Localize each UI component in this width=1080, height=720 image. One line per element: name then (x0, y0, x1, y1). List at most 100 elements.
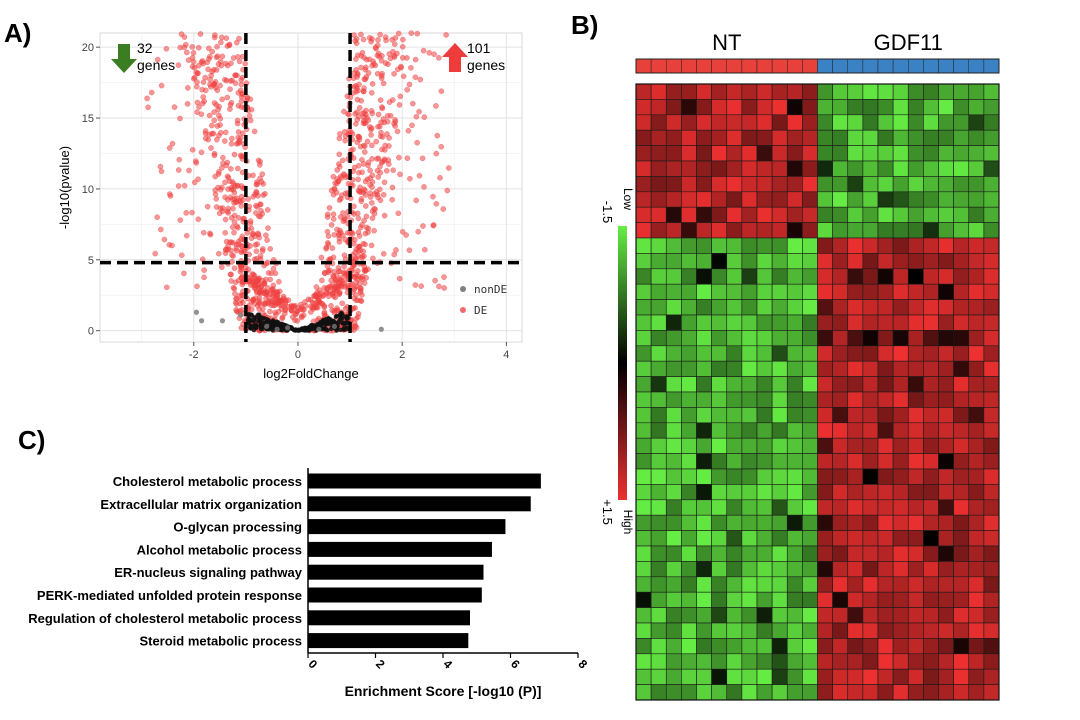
heatmap-cell (938, 530, 954, 547)
heatmap-cell (847, 668, 864, 685)
heatmap-cell (726, 607, 743, 624)
heatmap-cell (983, 668, 1000, 685)
heatmap-cell (696, 237, 712, 254)
heatmap-cell (635, 607, 652, 624)
heatmap-cell (786, 253, 803, 270)
heatmap-cell (983, 684, 1000, 701)
heatmap-cell (832, 668, 849, 685)
de-point (359, 276, 366, 283)
heatmap-cell (665, 684, 682, 701)
de-point (303, 302, 309, 309)
de-point (336, 151, 343, 158)
heatmap-cell (968, 514, 985, 531)
heatmap-cell (771, 391, 788, 408)
heatmap-cell (711, 576, 728, 593)
de-point (366, 35, 373, 41)
heatmap-cell (847, 145, 864, 162)
heatmap-cell (665, 360, 682, 377)
nonde-point (324, 316, 329, 322)
heatmap-cell (786, 268, 803, 285)
heatmap-cell (817, 330, 833, 347)
de-point (329, 245, 336, 251)
de-point (169, 140, 176, 147)
heatmap-cell (635, 561, 652, 578)
de-point (270, 265, 277, 272)
heatmap-cell (786, 591, 803, 608)
de-point (345, 180, 352, 187)
de-point (328, 302, 334, 309)
heatmap-cell (681, 653, 697, 670)
heatmap-cell (847, 407, 864, 424)
heatmap-cell (892, 360, 909, 377)
heatmap-cell (862, 591, 879, 608)
de-point (238, 183, 245, 189)
heatmap-cell (862, 545, 879, 562)
heatmap-cell (726, 437, 743, 454)
heatmap-cell (802, 283, 818, 300)
heatmap-cell (665, 191, 682, 208)
heatmap-cell (681, 545, 697, 562)
heatmap-cell (696, 484, 712, 501)
heatmap-cell (907, 191, 924, 208)
heatmap-cell (726, 268, 743, 285)
de-point (206, 112, 213, 119)
de-point (279, 315, 286, 322)
heatmap-cell (938, 668, 954, 685)
x-tick-label: 8 (576, 657, 591, 672)
heatmap-cell (817, 468, 833, 485)
panel-label-b: B) (571, 10, 599, 40)
de-point (356, 243, 363, 250)
heatmap-cell (953, 437, 970, 454)
nonde-point (247, 319, 252, 324)
heatmap-cell (877, 407, 894, 424)
heatmap-cell (802, 299, 818, 316)
de-point (201, 267, 207, 273)
de-point (375, 111, 382, 118)
heatmap-cell (786, 530, 803, 547)
heatmap-cell (923, 530, 939, 547)
heatmap-cell (983, 545, 1000, 562)
heatmap-cell (802, 638, 818, 655)
heatmap-cell (741, 83, 758, 100)
heatmap-cell (862, 453, 879, 470)
heatmap-cell (681, 314, 697, 331)
heatmap-cell (665, 268, 682, 285)
de-point (339, 157, 346, 164)
de-point (431, 51, 437, 58)
de-point (217, 115, 224, 122)
de-point (378, 73, 385, 79)
heatmap-cell (923, 360, 939, 377)
heatmap-cell (847, 622, 864, 639)
heatmap-cell (696, 684, 712, 701)
de-point (426, 50, 433, 56)
heatmap-cell (862, 268, 879, 285)
heatmap-cell (953, 360, 970, 377)
de-point (433, 103, 439, 109)
heatmap-cell (741, 437, 758, 454)
de-point (262, 300, 269, 307)
heatmap-cell (650, 191, 667, 208)
heatmap-cell (847, 484, 864, 501)
de-point (163, 284, 170, 291)
colorbar-low-label: Low (621, 188, 635, 210)
heatmap-cell (635, 253, 652, 270)
heatmap-cell (923, 160, 939, 177)
de-point (361, 143, 368, 149)
nonde-point (193, 309, 199, 315)
heatmap-cell (711, 83, 728, 100)
de-point (366, 56, 373, 63)
de-point (227, 106, 233, 112)
heatmap-cell (802, 530, 818, 547)
heatmap-cell (938, 607, 954, 624)
de-point (441, 274, 447, 280)
de-point (269, 297, 276, 304)
heatmap-cell (847, 468, 864, 485)
heatmap-cell (983, 591, 1000, 608)
heatmap-cell (711, 237, 728, 254)
de-point (240, 299, 246, 306)
heatmap-cell (726, 576, 743, 593)
nonde-point (198, 318, 205, 324)
de-point (418, 283, 425, 289)
de-point (373, 189, 380, 195)
heatmap-cell (786, 407, 803, 424)
